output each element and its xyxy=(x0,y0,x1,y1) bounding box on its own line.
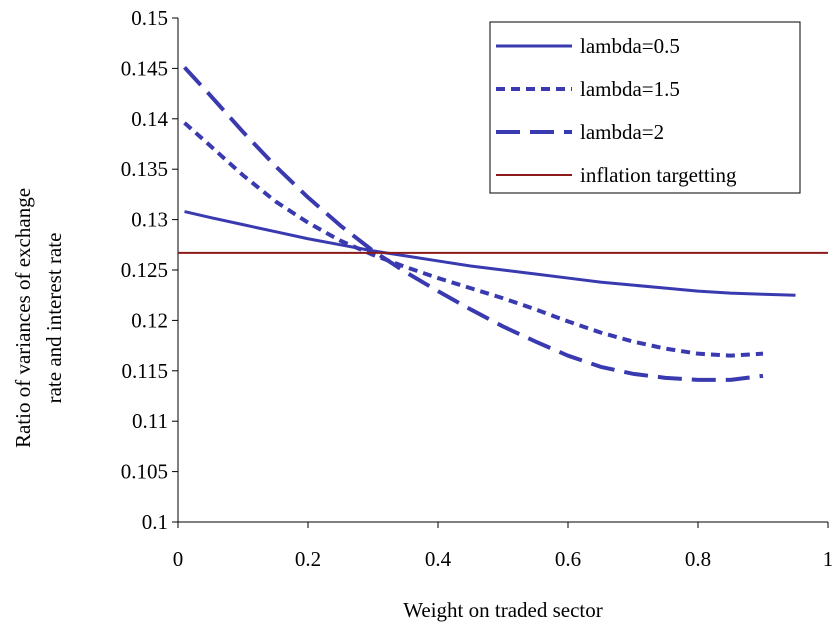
y-tick-label: 0.13 xyxy=(131,208,168,232)
y-tick-label: 0.145 xyxy=(121,56,168,80)
y-axis-title: Ratio of variances of exchange rate and … xyxy=(11,188,66,448)
y-axis-title-line-2: rate and interest rate xyxy=(42,233,66,404)
y-tick-label: 0.11 xyxy=(132,409,168,433)
y-tick-label: 0.105 xyxy=(121,460,168,484)
y-axis: 0.1 0.105 0.11 0.115 0.12 0.125 0.13 0.135 0.14 0… xyxy=(121,6,179,534)
legend-label-inflation-targetting: inflation targetting xyxy=(580,163,737,187)
y-tick-label: 0.1 xyxy=(142,510,168,534)
y-tick-label: 0.12 xyxy=(131,308,168,332)
y-tick-label: 0.15 xyxy=(131,6,168,30)
x-tick-label: 0.8 xyxy=(685,547,711,571)
x-tick-label: 0 xyxy=(173,547,184,571)
y-tick-label: 0.14 xyxy=(131,107,168,131)
legend-label-lambda-0-5: lambda=0.5 xyxy=(580,34,680,58)
legend-label-lambda-1-5: lambda=1.5 xyxy=(580,77,680,101)
y-tick-label: 0.135 xyxy=(121,157,168,181)
legend-box xyxy=(489,21,801,194)
legend: lambda=0.5 lambda=1.5 lambda=2 inflation ta… xyxy=(489,21,801,194)
series-layer xyxy=(178,66,828,382)
series-line-lambda-0-5 xyxy=(184,210,796,297)
y-axis-title-line-1: Ratio of variances of exchange xyxy=(11,188,35,448)
y-tick-label: 0.115 xyxy=(122,359,168,383)
x-axis-title: Weight on traded sector xyxy=(403,598,603,622)
legend-label-lambda-2: lambda=2 xyxy=(580,120,664,144)
series-line-lambda-1-5 xyxy=(183,121,764,358)
x-axis: 0 0.2 0.4 0.6 0.8 1 xyxy=(173,521,834,571)
x-tick-label: 1 xyxy=(823,547,834,571)
x-tick-label: 0.6 xyxy=(555,547,581,571)
y-tick-label: 0.125 xyxy=(121,258,168,282)
x-tick-label: 0.2 xyxy=(295,547,321,571)
series-line-lambda-2 xyxy=(183,66,764,382)
x-tick-label: 0.4 xyxy=(425,547,452,571)
